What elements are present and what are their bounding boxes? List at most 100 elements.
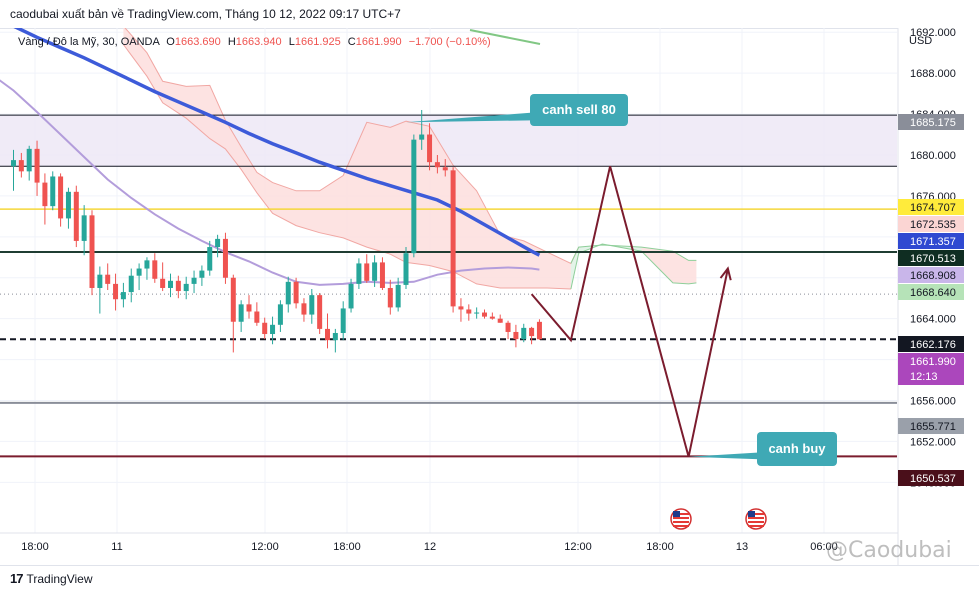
candle-body	[144, 260, 150, 269]
candle-body	[309, 295, 315, 315]
price-label: 1661.990	[910, 356, 956, 368]
y-tick-label: 1692.000	[910, 28, 956, 39]
candle-body	[207, 247, 213, 271]
price-label: 1668.640	[910, 287, 956, 299]
x-tick-label: 18:00	[333, 541, 361, 553]
y-tick-label: 1688.000	[910, 68, 956, 80]
candle-body	[529, 327, 535, 337]
callout-text: canh sell 80	[542, 102, 616, 117]
upper-green-fragment	[469, 29, 541, 45]
tradingview-logo-text: TradingView	[26, 571, 93, 586]
flag-stripe	[673, 521, 689, 523]
candle-body	[246, 304, 252, 312]
candle-body	[497, 318, 503, 323]
time-axis: 18:00 11 12:00 18:00 12 12:00 18:00 13 06:00	[0, 532, 898, 553]
tradingview-logo[interactable]: 17 TradingView	[10, 571, 93, 586]
candle-body	[152, 260, 158, 279]
price-label-bg	[898, 336, 964, 352]
candle-body	[18, 160, 24, 172]
forecast-arrowhead	[719, 266, 732, 281]
legend-high: 1663.940	[235, 36, 282, 48]
candle-body	[356, 263, 362, 284]
candle-body	[89, 215, 95, 288]
candle-body	[97, 274, 103, 288]
candle-body	[395, 284, 401, 308]
chart-legend: Vàng / Đô la Mỹ, 30, OANDA O1663.690 H16…	[18, 36, 491, 48]
candle-body	[160, 278, 166, 288]
candle-body	[120, 292, 126, 300]
x-tick-label: 13	[736, 541, 748, 553]
candle-body	[442, 167, 448, 171]
price-label-bg	[898, 470, 964, 486]
legend-close-label: C	[347, 36, 356, 48]
cloud-bearish	[123, 28, 571, 289]
cloud-lower-line	[122, 44, 571, 290]
candle-body	[427, 134, 433, 163]
candle-body	[474, 312, 480, 314]
flag-canton	[673, 511, 680, 517]
us-flag-icon	[670, 508, 692, 530]
candle-body	[175, 280, 181, 292]
candle-body	[434, 162, 440, 168]
candle-body	[128, 275, 134, 293]
legend-open: 1663.690	[174, 36, 221, 48]
legend-close: 1661.990	[355, 36, 402, 48]
countdown-label: 12:13	[910, 371, 938, 383]
callout-buy: canh buy	[688, 432, 837, 466]
candle-body	[340, 308, 346, 333]
candle-body	[513, 331, 519, 340]
callout-sell: canh sell 80	[406, 94, 628, 126]
candle-body	[458, 306, 464, 310]
candle-body	[81, 215, 87, 241]
author-watermark: @Caodubai	[826, 538, 952, 563]
x-tick-label: 12:00	[251, 541, 279, 553]
candle-body	[403, 253, 409, 285]
candle-body	[215, 238, 221, 248]
candle-body	[50, 176, 56, 207]
candle-body	[332, 332, 338, 341]
tradingview-logo-icon: 17	[10, 571, 24, 586]
candle-body	[222, 238, 228, 278]
candle-body	[254, 311, 260, 323]
price-label: 1671.357	[910, 236, 956, 248]
ma-purple-line	[0, 79, 540, 286]
candle-body	[65, 191, 71, 219]
candle-body	[372, 262, 378, 281]
price-label: 1655.771	[910, 421, 956, 433]
callout-text: canh buy	[768, 441, 826, 456]
candle-body	[113, 283, 119, 300]
flag-stripe	[748, 521, 764, 523]
flag-stripe	[673, 517, 689, 519]
price-label: 1685.175	[910, 117, 956, 129]
candle-body	[505, 322, 511, 332]
callout-box	[530, 94, 628, 126]
price-label-bg	[898, 418, 964, 434]
candle-body	[199, 270, 205, 278]
us-flag-icon	[745, 508, 767, 530]
candle-body	[521, 327, 527, 340]
candle-body	[387, 287, 393, 308]
candle-body	[183, 283, 189, 292]
flag-stripe	[673, 525, 689, 527]
legend-symbol: Vàng / Đô la Mỹ, 30, OANDA	[18, 36, 160, 48]
candle-body	[34, 148, 40, 183]
candle-body	[42, 182, 48, 207]
price-label: 1662.176	[910, 339, 956, 351]
price-label-bg	[898, 353, 964, 385]
candle-body	[536, 321, 542, 340]
cloud-bearish-future	[641, 247, 697, 284]
candle-body	[325, 328, 330, 341]
legend-high-label: H	[227, 36, 236, 48]
candles	[11, 109, 542, 353]
candle-body	[450, 170, 456, 307]
publish-info: caodubai xuất bản về TradingView.com, Th…	[10, 7, 401, 21]
candle-body	[466, 309, 472, 314]
cloud-upper-line-future	[570, 244, 697, 264]
candle-body	[262, 322, 268, 335]
candle-body	[348, 283, 354, 309]
price-label-bg	[898, 267, 964, 283]
price-label: 1672.535	[910, 219, 956, 231]
y-tick-label: 1664.000	[910, 314, 956, 326]
flag-stripe	[673, 513, 689, 515]
